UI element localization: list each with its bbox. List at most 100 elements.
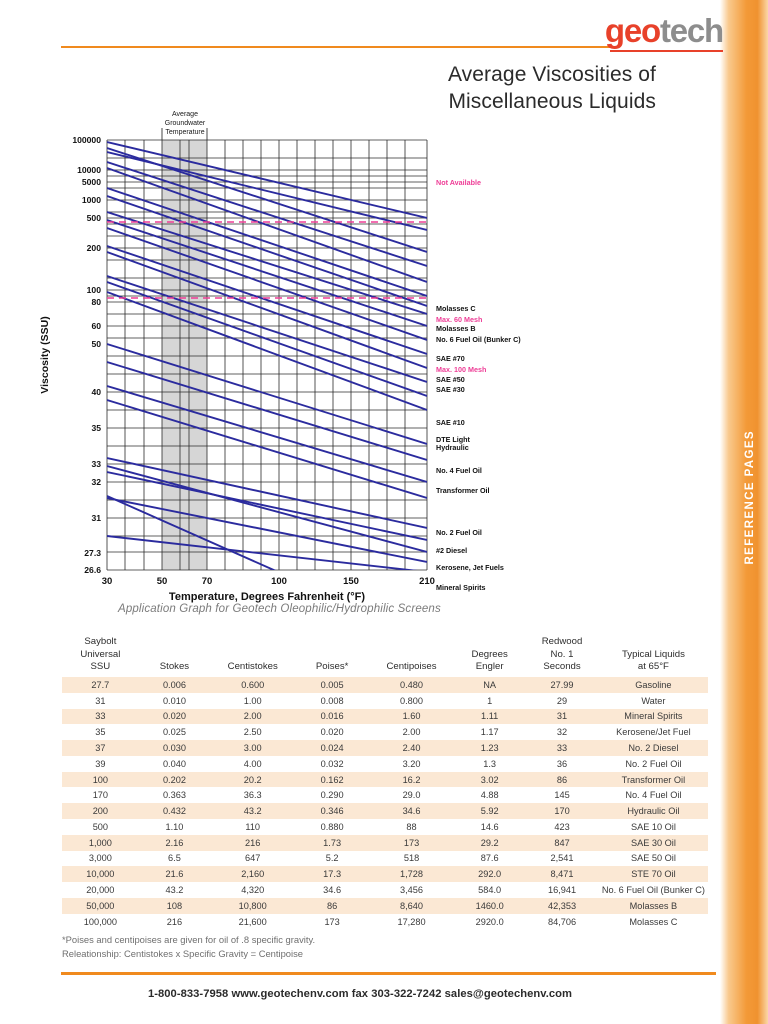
table-row: 27.7 0.006 0.600 0.005 0.480 NA 27.99 Gasoline	[62, 676, 708, 693]
table-cell: 4.88	[480, 790, 499, 801]
series-label-dte-light: DTE Light	[436, 435, 471, 444]
table-cell: 584.0	[478, 885, 502, 896]
table-footnote: *Poises and centipoises are given for oi…	[62, 933, 315, 961]
table-cell: 16.2	[402, 774, 421, 785]
table-cell: 100,000	[83, 916, 117, 927]
series-line-molasses-b	[107, 187, 427, 297]
table-row: 3,000 6.5 647 5.2 518 87.6 2,541 SAE 50 Oil	[62, 850, 708, 867]
series-label-kerosene-jet-fuels: Kerosene, Jet Fuels	[436, 563, 504, 572]
table-cell: 29	[556, 695, 568, 706]
table-cell: 518	[403, 853, 420, 864]
table-cell: 0.010	[162, 695, 186, 706]
table-cell: 1,000	[88, 837, 112, 848]
x-axis-tick-labels: 30 50 70 100 150 210	[102, 576, 435, 587]
table-cell: 2920.0	[475, 916, 504, 927]
chart-caption: Application Graph for Geotech Oleophilic…	[118, 603, 441, 615]
table-cell: 34.6	[323, 885, 342, 896]
table-cell: 0.600	[241, 679, 265, 690]
column-header-centipoises: Centipoises	[369, 636, 454, 677]
table-cell: 0.032	[320, 758, 344, 769]
table-cell: 4.00	[243, 758, 262, 769]
table-cell: 36	[556, 758, 568, 769]
table-cell: 86	[327, 900, 338, 911]
chart-svg: Average Groundwater Temperature	[39, 111, 521, 603]
series-labels: Not Available Molasses C Max. 60 Mesh Mo…	[436, 178, 521, 592]
header-line-2: Typical Liquids	[621, 648, 685, 660]
geotech-logo: geotech	[604, 12, 724, 49]
table-row: 39 0.040 4.00 0.032 3.20 1.3 36 No. 2 Fuel Oil	[62, 755, 708, 772]
svg-text:33: 33	[91, 459, 101, 469]
band-annotation-line2: Groundwater	[165, 120, 206, 127]
band-annotation-line3: Temperature	[165, 129, 204, 136]
table-cell: 292.0	[478, 869, 502, 880]
table-cell: 27.7	[91, 679, 110, 690]
table-cell: 17.3	[323, 869, 342, 880]
svg-text:32: 32	[91, 477, 101, 487]
table-cell: 2.50	[243, 727, 262, 738]
svg-text:200: 200	[87, 243, 102, 253]
series-line-sae70	[107, 245, 427, 355]
footer-contact-info: 1-800-833-7958 www.geotechenv.com fax 30…	[147, 988, 573, 1000]
table-cell: 0.008	[320, 695, 344, 706]
table-cell: 88	[406, 821, 417, 832]
page-title-line-1: Average Viscosities of	[447, 63, 656, 86]
series-line-water	[107, 535, 418, 570]
column-header-poises: Poises*	[295, 636, 369, 677]
table-cell: 16,941	[547, 885, 577, 896]
table-cell: 0.016	[320, 711, 344, 722]
table-cell-typical-liquid: Gasoline	[635, 679, 672, 690]
series-line-sae10	[107, 343, 427, 445]
table-cell: 2.40	[402, 742, 421, 753]
table-cell: 0.024	[320, 742, 344, 753]
table-cell: 17,280	[397, 916, 426, 927]
column-header-centistokes: Centistokes	[210, 636, 295, 677]
table-cell: 84,706	[547, 916, 577, 927]
series-label-sae-10: SAE #10	[436, 418, 465, 427]
header-line-3: Poises*	[315, 661, 349, 673]
table-cell: 0.880	[320, 821, 344, 832]
table-row: 170 0.363 36.3 0.290 29.0 4.88 145 No. 4 Fuel O…	[62, 787, 708, 804]
table-cell: 3.02	[480, 774, 499, 785]
table-cell-typical-liquid: Transformer Oil	[621, 774, 686, 785]
table-cell: 2,541	[550, 853, 574, 864]
table-cell: 0.020	[162, 711, 186, 722]
svg-text:1000: 1000	[82, 195, 101, 205]
table-cell: 14.6	[480, 821, 499, 832]
table-cell: 2.00	[402, 727, 421, 738]
logo-text-geo: geo	[604, 12, 661, 49]
y-axis-title: Viscosity (SSU)	[39, 316, 51, 393]
table-cell-typical-liquid: SAE 10 Oil	[630, 821, 676, 832]
table-cell: 8,640	[400, 900, 424, 911]
table-cell-typical-liquid: SAE 30 Oil	[630, 837, 676, 848]
table-cell: 0.162	[320, 774, 344, 785]
viscosity-conversion-table: Saybolt Universal SSU Stokes Centistokes…	[62, 636, 708, 930]
chart-data-lines	[107, 141, 427, 570]
table-cell: 423	[554, 821, 570, 832]
table-cell: 36.3	[243, 790, 262, 801]
table-cell: 1460.0	[475, 900, 504, 911]
table-cell: 1.23	[480, 742, 499, 753]
table-cell: 0.025	[162, 727, 186, 738]
table-cell: 4,320	[241, 885, 265, 896]
svg-text:31: 31	[91, 513, 101, 523]
groundwater-band	[162, 140, 207, 570]
x-axis-title: Temperature, Degrees Fahrenheit (°F)	[169, 591, 365, 603]
table-cell: 0.432	[162, 806, 186, 817]
svg-text:210: 210	[419, 576, 435, 587]
series-label-sae-70: SAE #70	[436, 354, 465, 363]
header-line-1: Redwood	[541, 636, 583, 647]
table-cell-typical-liquid: Molasses C	[629, 916, 678, 927]
table-cell: 29.0	[402, 790, 421, 801]
series-line-gasoline	[107, 495, 277, 570]
table-cell: 0.030	[162, 742, 186, 753]
table-head: Saybolt Universal SSU Stokes Centistokes…	[62, 636, 708, 677]
header-line-3: SSU	[90, 661, 111, 673]
table-header-row: Saybolt Universal SSU Stokes Centistokes…	[62, 636, 708, 677]
svg-text:5000: 5000	[82, 177, 101, 187]
table-row: 31 0.010 1.00 0.008 0.800 1 29 Water	[62, 692, 708, 709]
table-cell: 108	[166, 900, 183, 911]
header-line-3: Centipoises	[386, 661, 437, 673]
series-line-no2-fuel-oil	[107, 457, 427, 529]
reference-lines	[107, 221, 427, 299]
svg-text:80: 80	[91, 297, 101, 307]
